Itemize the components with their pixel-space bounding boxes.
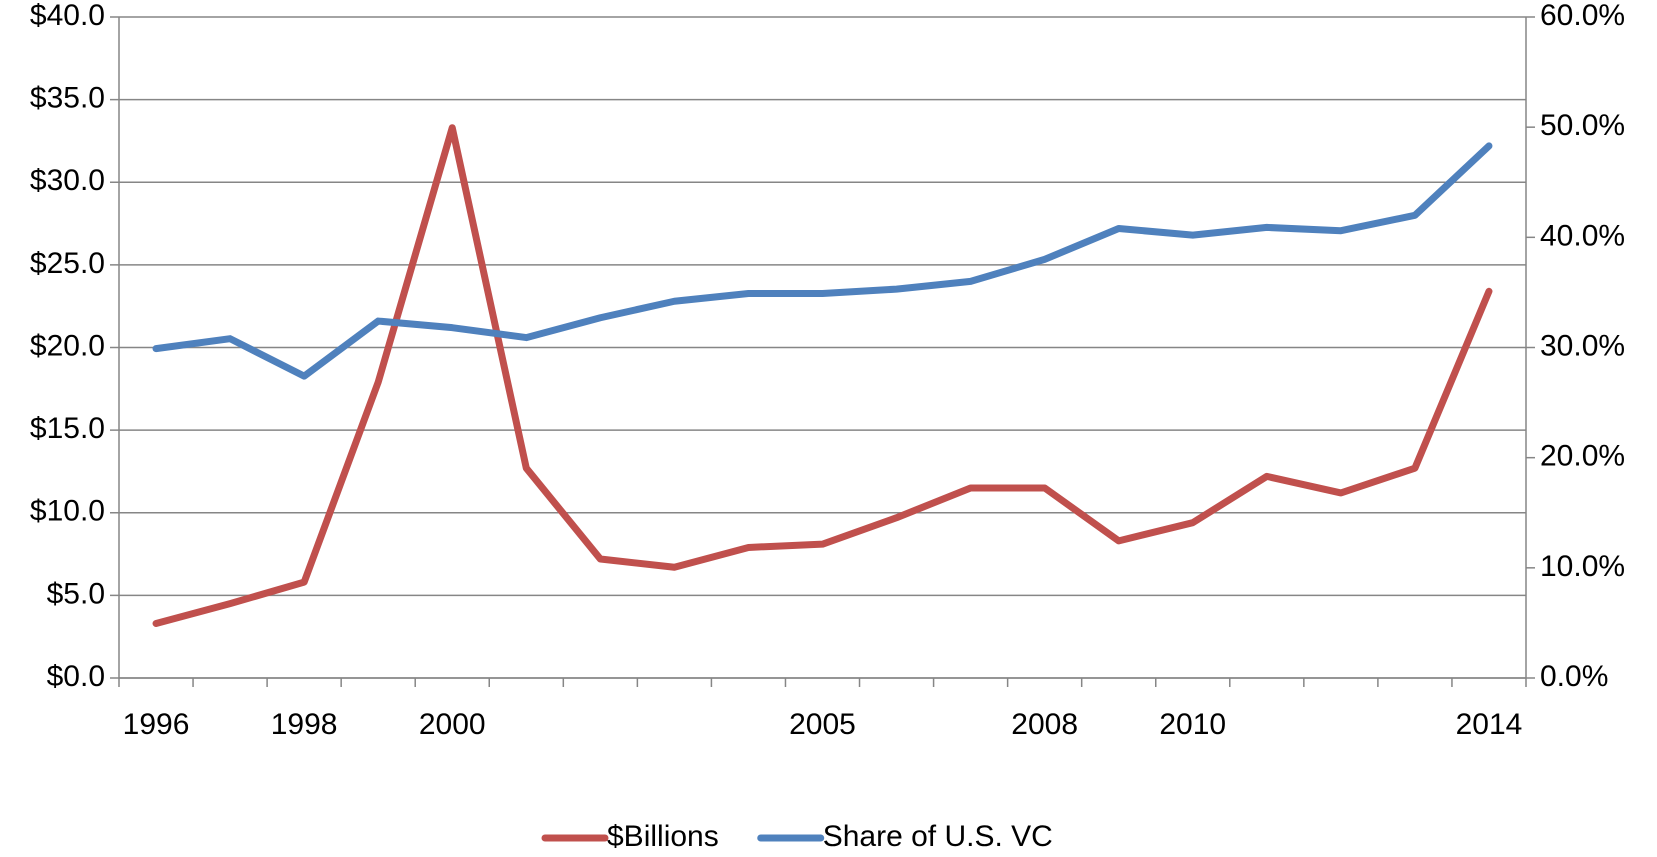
y-tick-label: $30.0 [30, 164, 105, 197]
y2-tick-label: 0.0% [1540, 660, 1608, 693]
legend-label: $Billions [607, 820, 719, 853]
y2-tick-label: 50.0% [1540, 109, 1625, 142]
y-tick-label: $25.0 [30, 247, 105, 280]
legend-label: Share of U.S. VC [823, 820, 1053, 853]
y2-tick-label: 40.0% [1540, 219, 1625, 252]
x-tick-label: 1996 [123, 708, 190, 741]
x-tick-label: 2005 [789, 708, 856, 741]
y-tick-label: $35.0 [30, 82, 105, 115]
y-tick-label: $40.0 [30, 0, 105, 32]
series-line [152, 142, 1493, 380]
y-tick-label: $10.0 [30, 495, 105, 528]
y-tick-label: $15.0 [30, 412, 105, 445]
x-tick-label: 1998 [271, 708, 338, 741]
y-tick-label: $5.0 [47, 577, 105, 610]
y2-tick-label: 30.0% [1540, 329, 1625, 362]
y2-tick-label: 20.0% [1540, 440, 1625, 473]
y-tick-label: $20.0 [30, 329, 105, 362]
x-tick-label: 2010 [1159, 708, 1226, 741]
y2-tick-label: 60.0% [1540, 0, 1625, 32]
series-line [152, 124, 1493, 627]
y-tick-label: $0.0 [47, 660, 105, 693]
x-tick-label: 2000 [419, 708, 486, 741]
y2-tick-label: 10.0% [1540, 550, 1625, 583]
x-tick-label: 2008 [1011, 708, 1078, 741]
x-tick-label: 2014 [1456, 708, 1523, 741]
